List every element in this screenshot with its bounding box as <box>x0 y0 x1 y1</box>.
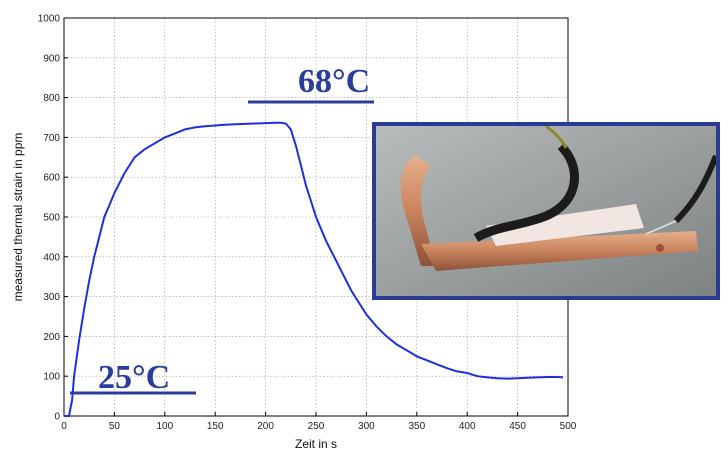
x-tick-label: 500 <box>560 421 577 432</box>
y-tick-label: 100 <box>43 372 60 383</box>
y-tick-label: 0 <box>54 412 60 423</box>
x-tick-label: 350 <box>408 421 425 432</box>
x-tick-label: 0 <box>61 421 67 432</box>
strain-gauge-photo <box>372 122 720 300</box>
x-tick-label: 200 <box>257 421 274 432</box>
series-line <box>64 121 564 417</box>
x-tick-label: 400 <box>459 421 476 432</box>
y-tick-label: 300 <box>43 292 60 303</box>
y-tick-label: 800 <box>43 93 60 104</box>
x-tick-label: 300 <box>358 421 375 432</box>
y-tick-label: 500 <box>43 213 60 224</box>
y-axis-label: measured thermal strain in ppm <box>11 133 25 302</box>
annotation-25c: 25°C <box>98 359 170 396</box>
y-tick-label: 900 <box>43 53 60 64</box>
axis-ticks: 0 50 100 150 200 250 300 350 400 450 500 0 100 200 300… <box>38 14 577 433</box>
y-tick-label: 700 <box>43 133 60 144</box>
y-tick-label: 600 <box>43 173 60 184</box>
x-tick-label: 50 <box>109 421 121 432</box>
y-tick-label: 1000 <box>38 14 61 25</box>
x-tick-label: 100 <box>156 421 173 432</box>
x-tick-label: 150 <box>207 421 224 432</box>
x-tick-label: 450 <box>509 421 526 432</box>
strain-gauge-photo-icon <box>376 126 716 296</box>
y-tick-label: 400 <box>43 252 60 263</box>
x-axis-label: Zeit in s <box>295 437 337 451</box>
y-tick-label: 200 <box>43 332 60 343</box>
x-tick-label: 250 <box>308 421 325 432</box>
annotation-68c: 68°C <box>298 63 370 100</box>
